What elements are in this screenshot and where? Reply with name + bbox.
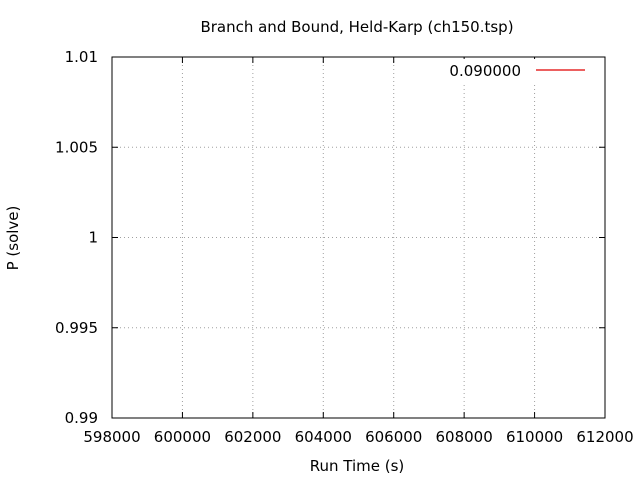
y-tick-label: 0.995 — [55, 319, 98, 337]
x-tick-label: 610000 — [506, 428, 563, 446]
legend-series-label: 0.090000 — [449, 62, 521, 80]
x-tick-label: 600000 — [154, 428, 211, 446]
y-tick-label: 1 — [88, 229, 98, 247]
x-tick-label: 608000 — [436, 428, 493, 446]
y-tick-labels: 0.99 0.995 1 1.005 1.01 — [55, 48, 98, 427]
chart-title: Branch and Bound, Held-Karp (ch150.tsp) — [200, 18, 513, 36]
y-tick-label: 1.005 — [55, 138, 98, 156]
x-tick-label: 604000 — [295, 428, 352, 446]
x-tick-label: 612000 — [576, 428, 633, 446]
grid-layer — [112, 57, 605, 418]
x-axis-label: Run Time (s) — [310, 457, 405, 475]
legend: 0.090000 — [437, 59, 597, 83]
y-axis-label: P (solve) — [4, 206, 22, 271]
x-tick-labels: 598000 600000 602000 604000 606000 608000 6100… — [83, 428, 633, 446]
x-tick-label: 602000 — [224, 428, 281, 446]
x-tick-label: 606000 — [365, 428, 422, 446]
y-tick-label: 0.99 — [65, 409, 98, 427]
legend-background — [437, 59, 597, 83]
plot-frame — [111, 56, 606, 419]
x-tick-label: 598000 — [83, 428, 140, 446]
y-tick-label: 1.01 — [65, 48, 98, 66]
tick-layer — [111, 56, 606, 419]
